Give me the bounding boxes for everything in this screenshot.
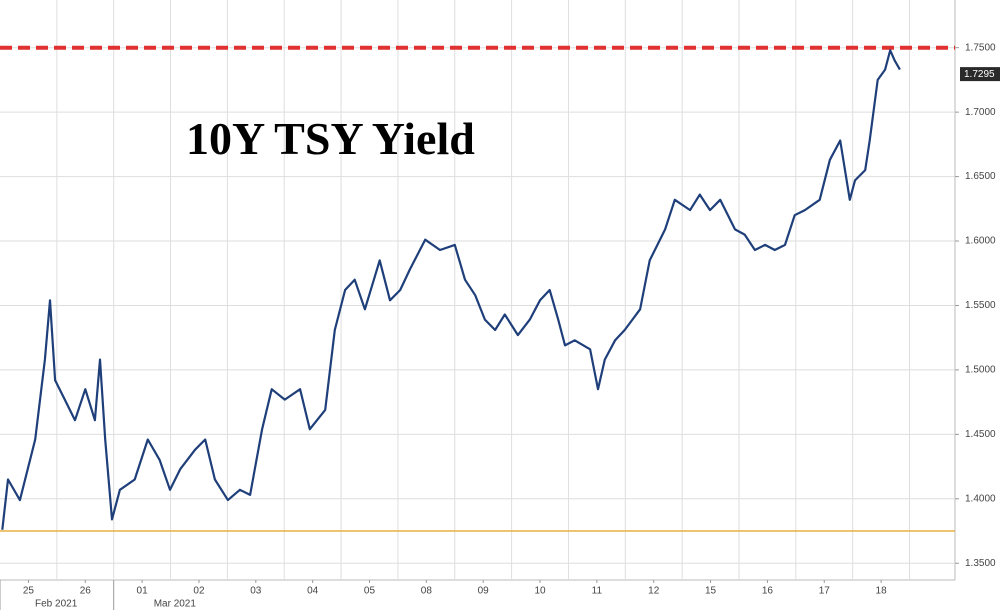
y-tick-label: 1.7000 <box>965 107 996 118</box>
last-value-box <box>960 67 1000 82</box>
y-tick-label: 1.6000 <box>965 236 996 247</box>
y-tick-label: 1.5000 <box>965 365 996 376</box>
x-tick-label: 05 <box>364 586 376 597</box>
x-tick-label: 18 <box>876 586 888 597</box>
x-tick-label: 17 <box>819 586 831 597</box>
y-tick-label: 1.6500 <box>965 171 996 182</box>
y-tick-label: 1.7500 <box>965 42 996 53</box>
month-label: Feb 2021 <box>35 599 78 610</box>
y-tick-label: 1.4000 <box>965 493 996 504</box>
y-tick-label: 1.5500 <box>965 300 996 311</box>
x-tick-label: 11 <box>592 586 603 597</box>
x-tick-label: 09 <box>478 586 490 597</box>
x-tick-label: 04 <box>307 586 319 597</box>
month-label: Mar 2021 <box>154 599 197 610</box>
last-value-label: 1.7295 <box>964 69 995 80</box>
x-tick-label: 16 <box>762 586 774 597</box>
x-tick-label: 08 <box>421 586 433 597</box>
x-tick-label: 02 <box>193 586 205 597</box>
chart-title: 10Y TSY Yield <box>186 113 475 164</box>
x-tick-label: 03 <box>250 586 262 597</box>
x-tick-label: 26 <box>80 586 92 597</box>
x-tick-label: 25 <box>23 586 35 597</box>
yield-line <box>1 49 901 530</box>
y-tick-label: 1.3500 <box>965 558 996 569</box>
x-tick-label: 01 <box>137 586 149 597</box>
x-tick-label: 15 <box>705 586 717 597</box>
y-tick-label: 1.4500 <box>965 429 996 440</box>
plot <box>0 45 955 532</box>
x-tick-label: 10 <box>534 586 546 597</box>
x-tick-label: 12 <box>648 586 660 597</box>
